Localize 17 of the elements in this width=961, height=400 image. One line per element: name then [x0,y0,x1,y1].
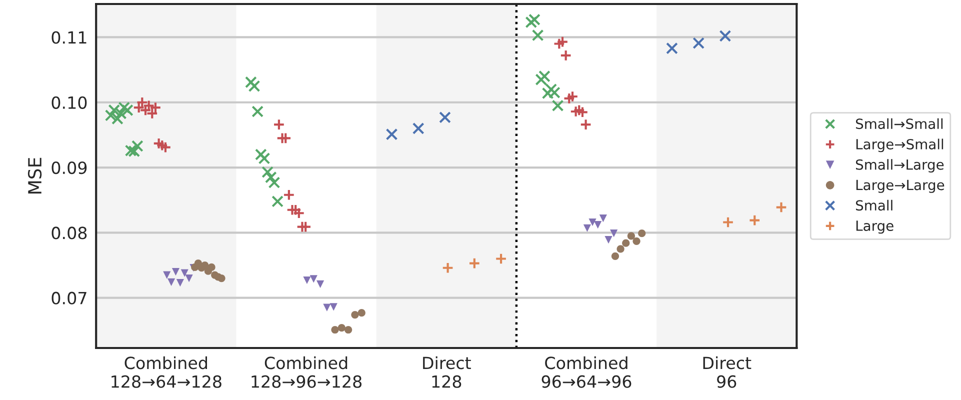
y-axis-title: MSE [28,158,42,194]
x-tick-label: Direct 96 [703,356,752,388]
legend-label: Large [856,220,894,234]
x-tick-label: Combined 128→64→128 [112,356,222,388]
legend-label: Small→Small [856,118,943,130]
legend-label: Large→Small [856,138,944,152]
y-tick-label: 0.07 [52,292,86,304]
legend-label: Small→Large [856,159,944,173]
y-tick-label: 0.09 [52,161,87,174]
x-tick-label: Combined 96→64→96 [542,356,632,388]
legend-label: Small [856,200,892,211]
x-tick-label: Combined 128→96→128 [252,356,362,388]
x-tick-label: Direct 128 [423,356,471,388]
y-tick-label: 0.11 [52,31,86,44]
legend-label: Large→Large [856,180,944,193]
y-tick-label: 0.08 [52,226,87,240]
y-tick-label: 0.10 [52,96,87,109]
